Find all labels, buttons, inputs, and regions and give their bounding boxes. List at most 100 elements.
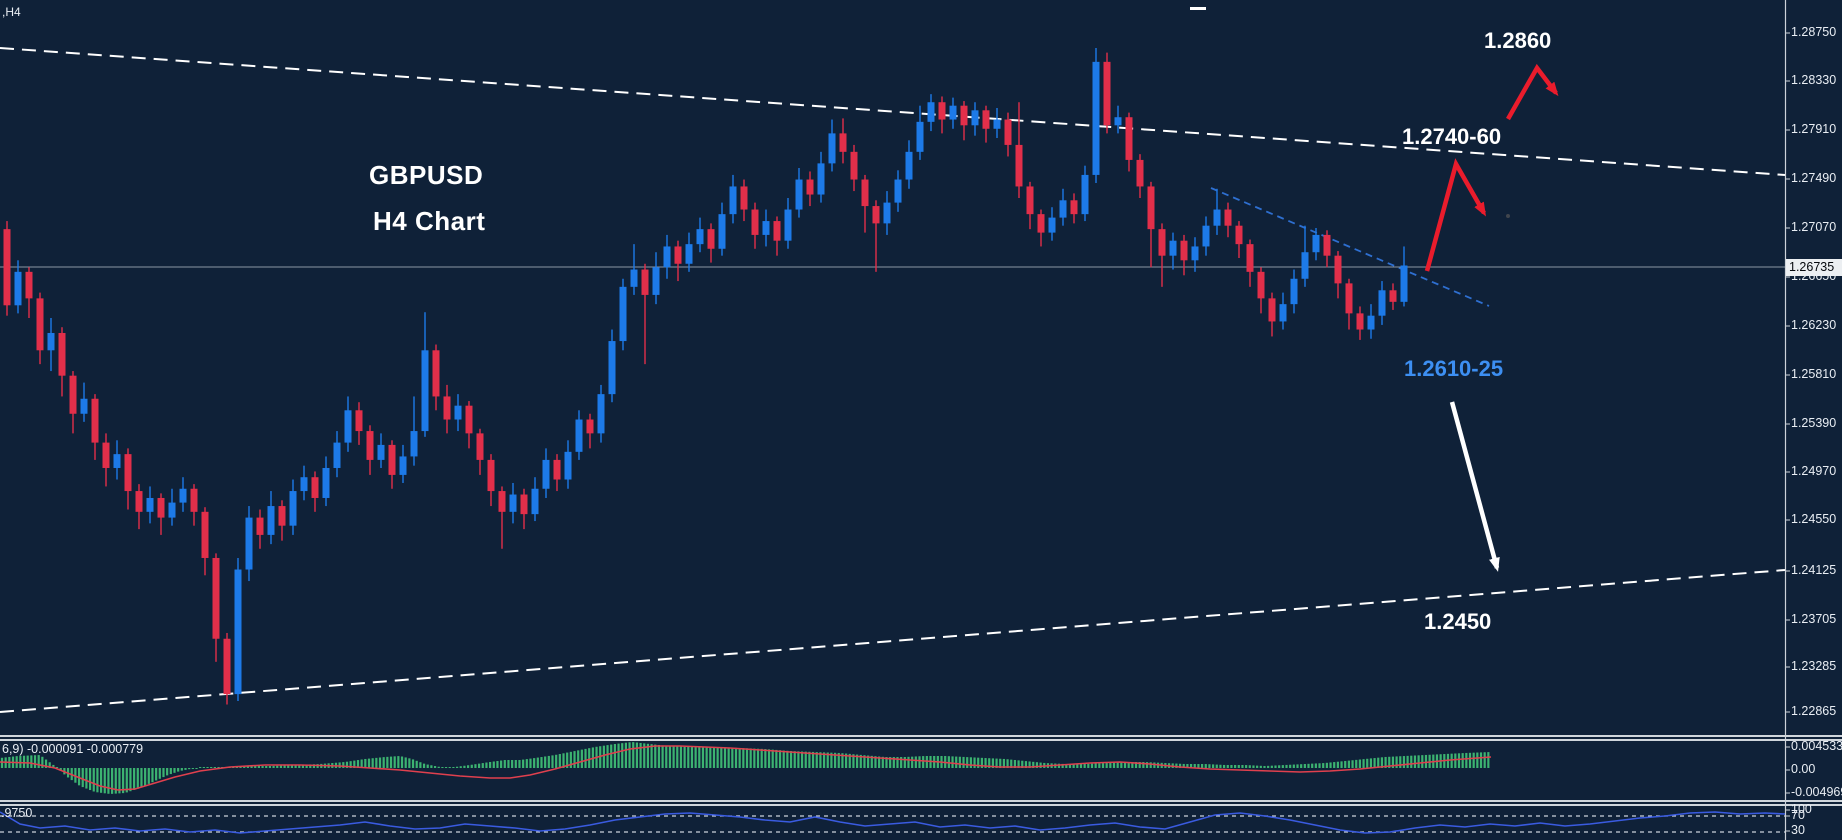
- macd-histogram-bar: [466, 765, 470, 768]
- macd-histogram-bar: [705, 747, 708, 768]
- red-arrow-bounce-from-price[interactable]: [1424, 158, 1486, 272]
- macd-histogram-bar: [59, 768, 62, 771]
- macd-histogram-bar: [371, 758, 374, 768]
- macd-histogram-bar: [632, 742, 635, 768]
- candle-body-bull: [1092, 61, 1100, 175]
- macd-histogram-bar: [1182, 763, 1185, 768]
- macd-histogram-bar: [1112, 762, 1116, 768]
- macd-histogram-bar: [1413, 755, 1417, 768]
- macd-axis-label: 0.004533: [1791, 739, 1842, 753]
- macd-histogram-bar: [826, 752, 829, 768]
- macd-histogram-bar: [1065, 764, 1068, 768]
- annotation-resistance-1-2860[interactable]: 1.2860: [1484, 28, 1552, 53]
- price-axis-label: 1.27910: [1791, 122, 1837, 136]
- candle-body-bull: [685, 244, 693, 264]
- macd-histogram-bar: [166, 768, 169, 776]
- candle-body-bear: [36, 298, 44, 351]
- macd-histogram-bar: [749, 748, 752, 768]
- macd-histogram-bar: [444, 767, 448, 768]
- candle-body-bear: [190, 488, 198, 512]
- macd-histogram-bar: [1351, 760, 1354, 768]
- macd-histogram-bar: [657, 744, 661, 768]
- macd-histogram-bar: [1230, 765, 1233, 768]
- macd-histogram-bar: [1123, 762, 1127, 768]
- candle-body-bear: [201, 511, 209, 558]
- macd-histogram-bar: [1384, 756, 1387, 768]
- macd-histogram-bar: [588, 748, 591, 768]
- macd-histogram-bar: [988, 758, 991, 768]
- annotation-support-1-2610-25[interactable]: 1.2610-25: [1404, 356, 1504, 381]
- macd-histogram-bar: [1380, 757, 1384, 768]
- macd-histogram-bar: [419, 762, 422, 768]
- macd-histogram-bar: [169, 768, 172, 775]
- macd-histogram-bar: [1289, 764, 1292, 768]
- stoch-axis-label: 70: [1791, 808, 1805, 822]
- macd-histogram-bar: [701, 747, 705, 768]
- macd-histogram-bar: [140, 768, 143, 788]
- macd-histogram-bar: [1373, 758, 1376, 768]
- macd-histogram-bar: [452, 767, 455, 768]
- macd-histogram-bar: [22, 755, 26, 768]
- macd-histogram-bar: [782, 750, 785, 768]
- macd-histogram-bar: [1116, 762, 1119, 768]
- macd-histogram-bar: [441, 767, 444, 768]
- macd-histogram-bar: [463, 765, 466, 768]
- price-axis-label: 1.27490: [1791, 171, 1837, 185]
- descending-resistance-trendline[interactable]: [0, 47, 1786, 176]
- macd-histogram-bar: [30, 755, 33, 768]
- red-arrow-upper-resistance[interactable]: [1506, 63, 1559, 121]
- macd-histogram-bar: [646, 743, 650, 768]
- macd-histogram-bar: [852, 754, 855, 768]
- candle-body-bull: [971, 110, 979, 126]
- ascending-support-trendline[interactable]: [0, 569, 1786, 713]
- macd-histogram-bar: [1468, 752, 1472, 768]
- macd-histogram-bar: [272, 765, 275, 768]
- macd-histogram-bar: [103, 768, 106, 794]
- macd-histogram-bar: [650, 744, 653, 768]
- macd-histogram-bar: [261, 766, 264, 768]
- macd-histogram-bar: [298, 764, 301, 768]
- price-axis-label: 1.26230: [1791, 318, 1837, 332]
- annotation-resistance-1-2740-60[interactable]: 1.2740-60: [1402, 124, 1502, 149]
- candle-body-bull: [817, 163, 825, 195]
- macd-histogram-bar: [1303, 764, 1306, 768]
- candle-body-bear: [69, 375, 77, 414]
- candle-body-bear: [872, 206, 880, 224]
- macd-histogram-bar: [114, 768, 117, 794]
- candle-body-bear: [861, 179, 869, 207]
- candle-body-bull: [1367, 315, 1375, 330]
- macd-histogram-bar: [800, 751, 804, 768]
- macd-histogram-bar: [610, 744, 613, 768]
- candle-body-bear: [443, 396, 451, 420]
- macd-histogram-bar: [951, 756, 954, 768]
- candle-body-bear: [586, 419, 594, 434]
- blue-minor-descending-trendline[interactable]: [1210, 187, 1490, 307]
- macd-histogram-bar: [815, 752, 818, 768]
- candle-body-bear: [806, 179, 814, 195]
- macd-histogram-bar: [837, 752, 840, 768]
- price-axis-label: 1.25810: [1791, 367, 1837, 381]
- macd-histogram-bar: [613, 744, 616, 768]
- macd-histogram-bar: [1010, 759, 1013, 768]
- macd-histogram-bar: [1347, 760, 1350, 768]
- candle-body-bull: [784, 209, 792, 241]
- candle-body-bear: [839, 133, 847, 152]
- candle-body-bear: [355, 410, 363, 432]
- macd-histogram-bar: [822, 752, 826, 768]
- macd-histogram-bar: [375, 757, 378, 768]
- macd-histogram-bar: [202, 767, 205, 768]
- candle-body-bull: [289, 491, 297, 526]
- macd-histogram-bar: [1300, 764, 1303, 768]
- white-arrow-breakdown[interactable]: [1449, 401, 1500, 572]
- macd-histogram-bar: [426, 764, 429, 768]
- macd-histogram-bar: [367, 758, 371, 768]
- candle-body-bull: [1048, 217, 1056, 233]
- candle-body-bear: [476, 433, 484, 460]
- macd-histogram-bar: [551, 755, 554, 768]
- candle-body-bull: [1301, 252, 1309, 279]
- macd-histogram-bar: [151, 768, 154, 783]
- annotation-target-1-2450[interactable]: 1.2450: [1424, 609, 1492, 634]
- stoch-axis-label: 100: [1791, 802, 1812, 816]
- macd-histogram-bar: [584, 748, 587, 768]
